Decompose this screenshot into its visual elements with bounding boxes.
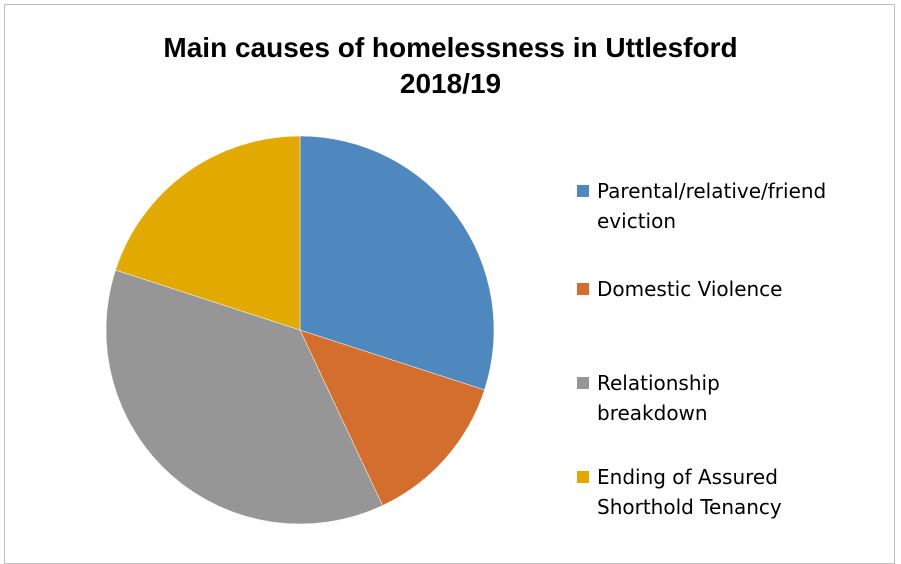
legend-label-ending-ast-line-2: Shorthold Tenancy	[597, 495, 782, 519]
pie-slice-ending-ast	[115, 135, 301, 331]
legend-swatch-domestic-violence	[577, 283, 589, 295]
legend-label-domestic-violence: Domestic Violence	[597, 274, 887, 304]
legend-swatch-parental-eviction	[577, 185, 589, 197]
chart-title-line-2: 2018/19	[399, 68, 502, 99]
pie-slice-relationship-breakdown	[105, 269, 383, 525]
legend-swatch-relationship-breakdown	[577, 377, 589, 389]
legend-label-ending-ast: Ending of Assured Shorthold Tenancy	[597, 462, 887, 522]
legend-label-parental-eviction: Parental/relative/friend eviction	[597, 176, 887, 236]
legend-label-relationship-breakdown-line-1: Relationship	[597, 371, 720, 395]
legend-label-parental-eviction-line-2: eviction	[597, 209, 677, 233]
legend-label-relationship-breakdown-line-2: breakdown	[597, 401, 708, 425]
pie-slice-parental-eviction	[299, 135, 495, 391]
pie-slice-domestic-violence	[299, 329, 485, 506]
chart-title-line-1: Main causes of homelessness in Uttlesfor…	[163, 32, 738, 63]
pie-chart	[105, 135, 495, 525]
legend-label-relationship-breakdown: Relationship breakdown	[597, 368, 887, 428]
legend-label-ending-ast-line-1: Ending of Assured	[597, 465, 778, 489]
legend-swatch-ending-ast	[577, 471, 589, 483]
chart-title: Main causes of homelessness in Uttlesfor…	[0, 30, 901, 102]
legend-label-domestic-violence-line-1: Domestic Violence	[597, 277, 783, 301]
legend-label-parental-eviction-line-1: Parental/relative/friend	[597, 179, 827, 203]
